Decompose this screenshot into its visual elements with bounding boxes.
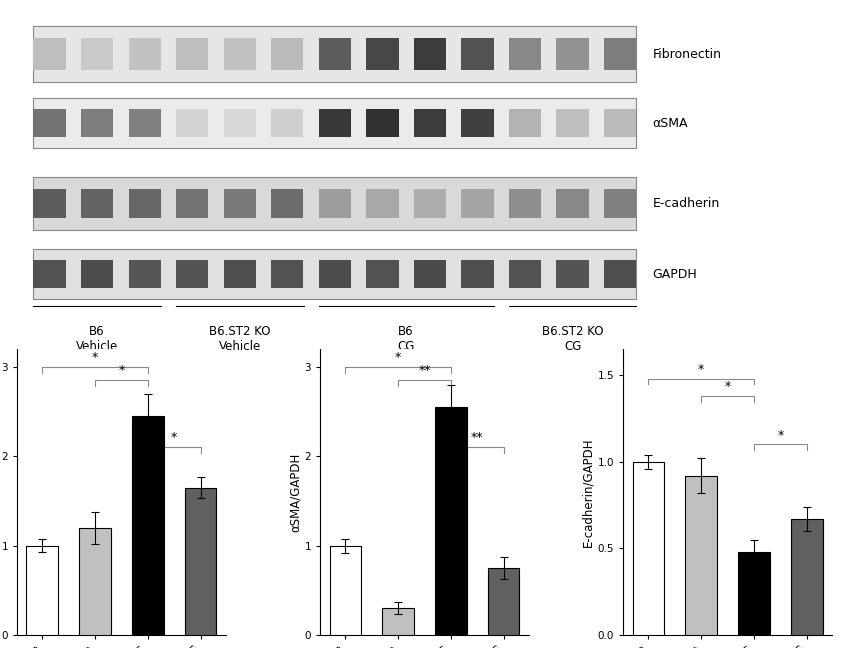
Bar — [461, 110, 493, 137]
Bar — [79, 527, 111, 635]
Bar — [488, 568, 520, 635]
Bar — [382, 608, 414, 635]
Bar — [556, 38, 588, 69]
Bar — [81, 110, 113, 137]
Bar — [26, 546, 58, 635]
Bar — [223, 38, 256, 69]
Bar — [271, 189, 303, 218]
Bar — [176, 189, 208, 218]
Bar — [128, 189, 160, 218]
Bar — [271, 110, 303, 137]
Text: *: * — [777, 428, 784, 441]
Bar — [176, 38, 208, 69]
Bar — [509, 189, 541, 218]
Bar — [604, 260, 636, 288]
Bar — [329, 546, 361, 635]
Bar — [33, 26, 637, 82]
Bar — [413, 110, 446, 137]
Bar — [128, 110, 160, 137]
Bar — [223, 189, 256, 218]
Bar — [33, 98, 637, 148]
Text: B6.ST2 KO
CG: B6.ST2 KO CG — [542, 325, 604, 353]
Bar — [604, 189, 636, 218]
Bar — [604, 38, 636, 69]
Text: Fibronectin: Fibronectin — [653, 47, 722, 60]
Text: B6
CG: B6 CG — [397, 325, 415, 353]
Text: *: * — [698, 363, 705, 376]
Bar — [33, 110, 65, 137]
Text: **: ** — [471, 432, 484, 445]
Bar — [33, 189, 65, 218]
Bar — [318, 189, 351, 218]
Bar — [556, 110, 588, 137]
Text: *: * — [92, 351, 98, 364]
Text: GAPDH: GAPDH — [653, 268, 698, 281]
Text: αSMA: αSMA — [653, 117, 689, 130]
Bar — [81, 189, 113, 218]
Bar — [128, 260, 160, 288]
Bar — [271, 260, 303, 288]
Bar — [556, 260, 588, 288]
Bar — [791, 519, 823, 635]
Bar — [33, 249, 637, 299]
Text: B6.ST2 KO
Vehicle: B6.ST2 KO Vehicle — [209, 325, 271, 353]
Text: E-cadherin: E-cadherin — [653, 197, 720, 210]
Bar — [33, 177, 637, 230]
Bar — [318, 110, 351, 137]
Bar — [366, 38, 398, 69]
Bar — [132, 416, 164, 635]
Bar — [176, 260, 208, 288]
Bar — [604, 110, 636, 137]
Bar — [413, 38, 446, 69]
Bar — [366, 260, 398, 288]
Bar — [556, 189, 588, 218]
Bar — [685, 476, 717, 635]
Bar — [738, 552, 770, 635]
Y-axis label: E-cadherin/GAPDH: E-cadherin/GAPDH — [582, 437, 594, 547]
Bar — [413, 260, 446, 288]
Bar — [318, 38, 351, 69]
Bar — [509, 110, 541, 137]
Bar — [366, 110, 398, 137]
Bar — [633, 462, 664, 635]
Text: *: * — [724, 380, 731, 393]
Bar — [81, 38, 113, 69]
Bar — [461, 38, 493, 69]
Bar — [509, 38, 541, 69]
Bar — [176, 110, 208, 137]
Bar — [223, 260, 256, 288]
Bar — [128, 38, 160, 69]
Text: *: * — [171, 432, 177, 445]
Bar — [435, 407, 467, 635]
Bar — [366, 189, 398, 218]
Bar — [318, 260, 351, 288]
Bar — [461, 189, 493, 218]
Bar — [413, 189, 446, 218]
Bar — [33, 260, 65, 288]
Text: *: * — [395, 351, 402, 364]
Bar — [509, 260, 541, 288]
Bar — [271, 38, 303, 69]
Bar — [185, 487, 216, 635]
Bar — [223, 110, 256, 137]
Text: B6
Vehicle: B6 Vehicle — [76, 325, 118, 353]
Bar — [81, 260, 113, 288]
Text: **: ** — [419, 364, 430, 378]
Bar — [33, 38, 65, 69]
Bar — [461, 260, 493, 288]
Text: *: * — [118, 364, 125, 378]
Y-axis label: αSMA/GAPDH: αSMA/GAPDH — [289, 452, 301, 531]
